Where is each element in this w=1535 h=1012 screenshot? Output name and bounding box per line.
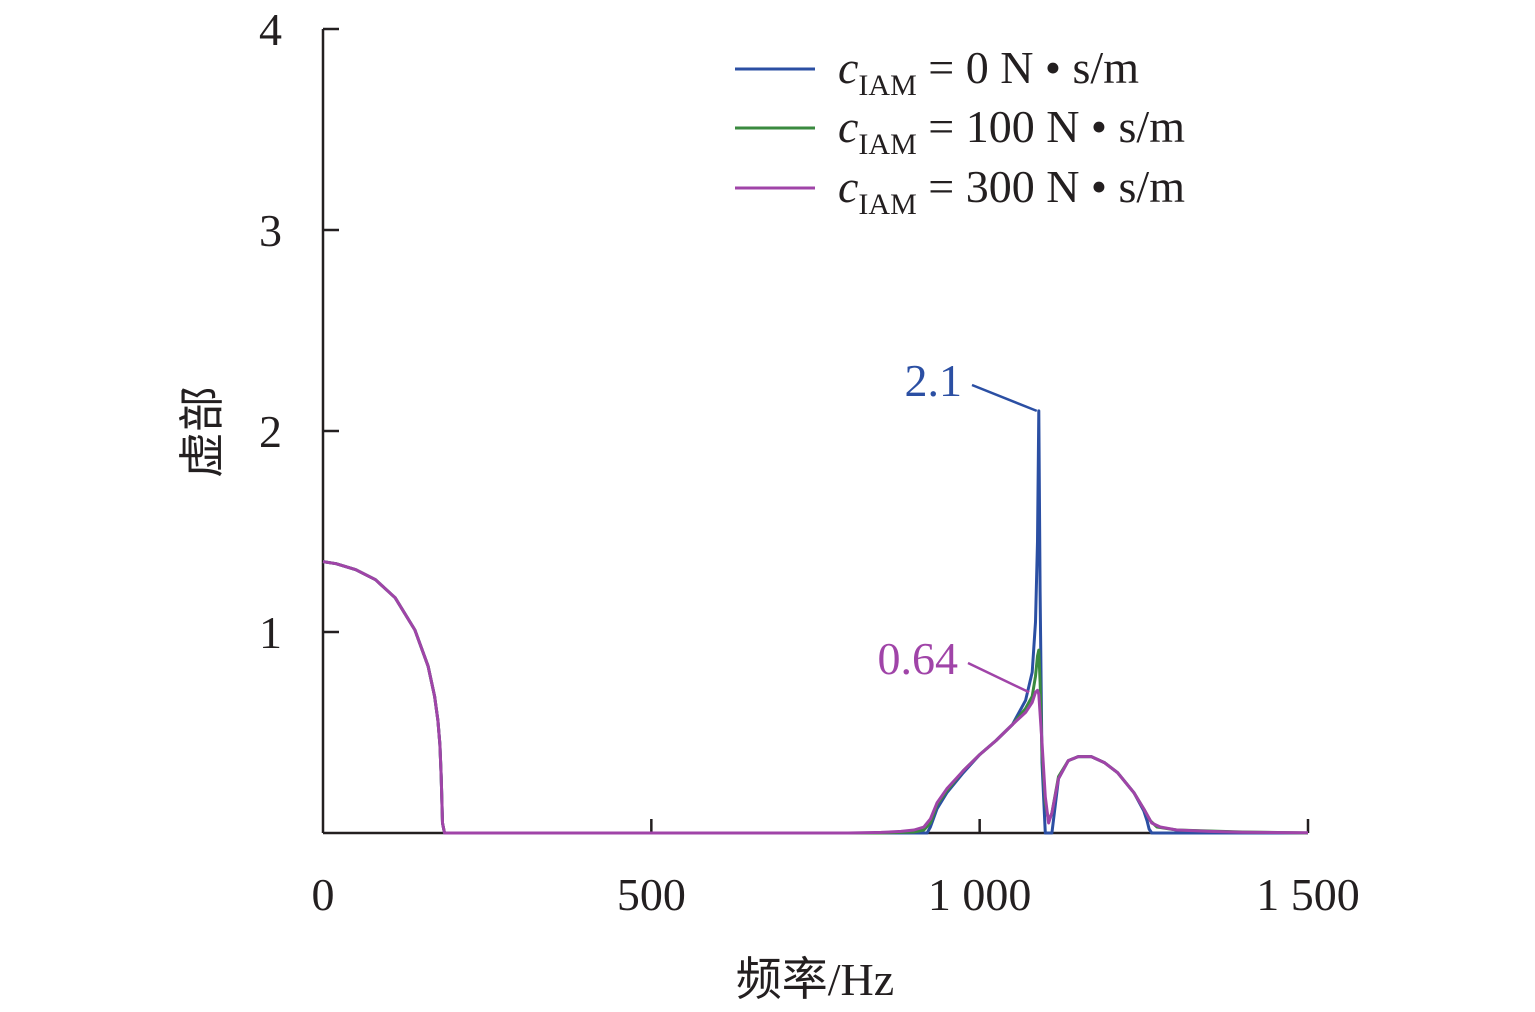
annotation-leader [967, 661, 1030, 694]
legend-label: cIAM = 0 N • s/m [838, 42, 1139, 102]
x-tick-label: 1 500 [1256, 869, 1360, 920]
y-axis-label: 虚部 [177, 386, 228, 478]
series-line-3 [322, 560, 1309, 835]
y-tick-label: 1 [259, 607, 282, 658]
x-tick-label: 0 [312, 869, 335, 920]
x-tick-label: 500 [617, 869, 686, 920]
legend-label: cIAM = 300 N • s/m [838, 161, 1185, 221]
annotation-label: 0.64 [878, 633, 959, 684]
annotation-label: 2.1 [905, 355, 963, 406]
legend-label: cIAM = 100 N • s/m [838, 101, 1185, 161]
annotation-leader [971, 383, 1038, 413]
series-line-2 [322, 560, 1309, 835]
y-ticks: 1 2 3 4 [259, 4, 339, 658]
annotations: 2.1 0.64 [878, 355, 1038, 694]
x-ticks: 0 500 1 000 1 500 [312, 819, 1360, 920]
y-tick-label: 2 [259, 406, 282, 457]
series-lines [322, 409, 1309, 835]
x-tick-label: 1 000 [928, 869, 1032, 920]
y-tick-label: 4 [259, 4, 282, 55]
y-tick-label: 3 [259, 205, 282, 256]
series-line-1 [322, 409, 1308, 835]
x-axis-label: 频率/Hz [736, 954, 894, 1005]
